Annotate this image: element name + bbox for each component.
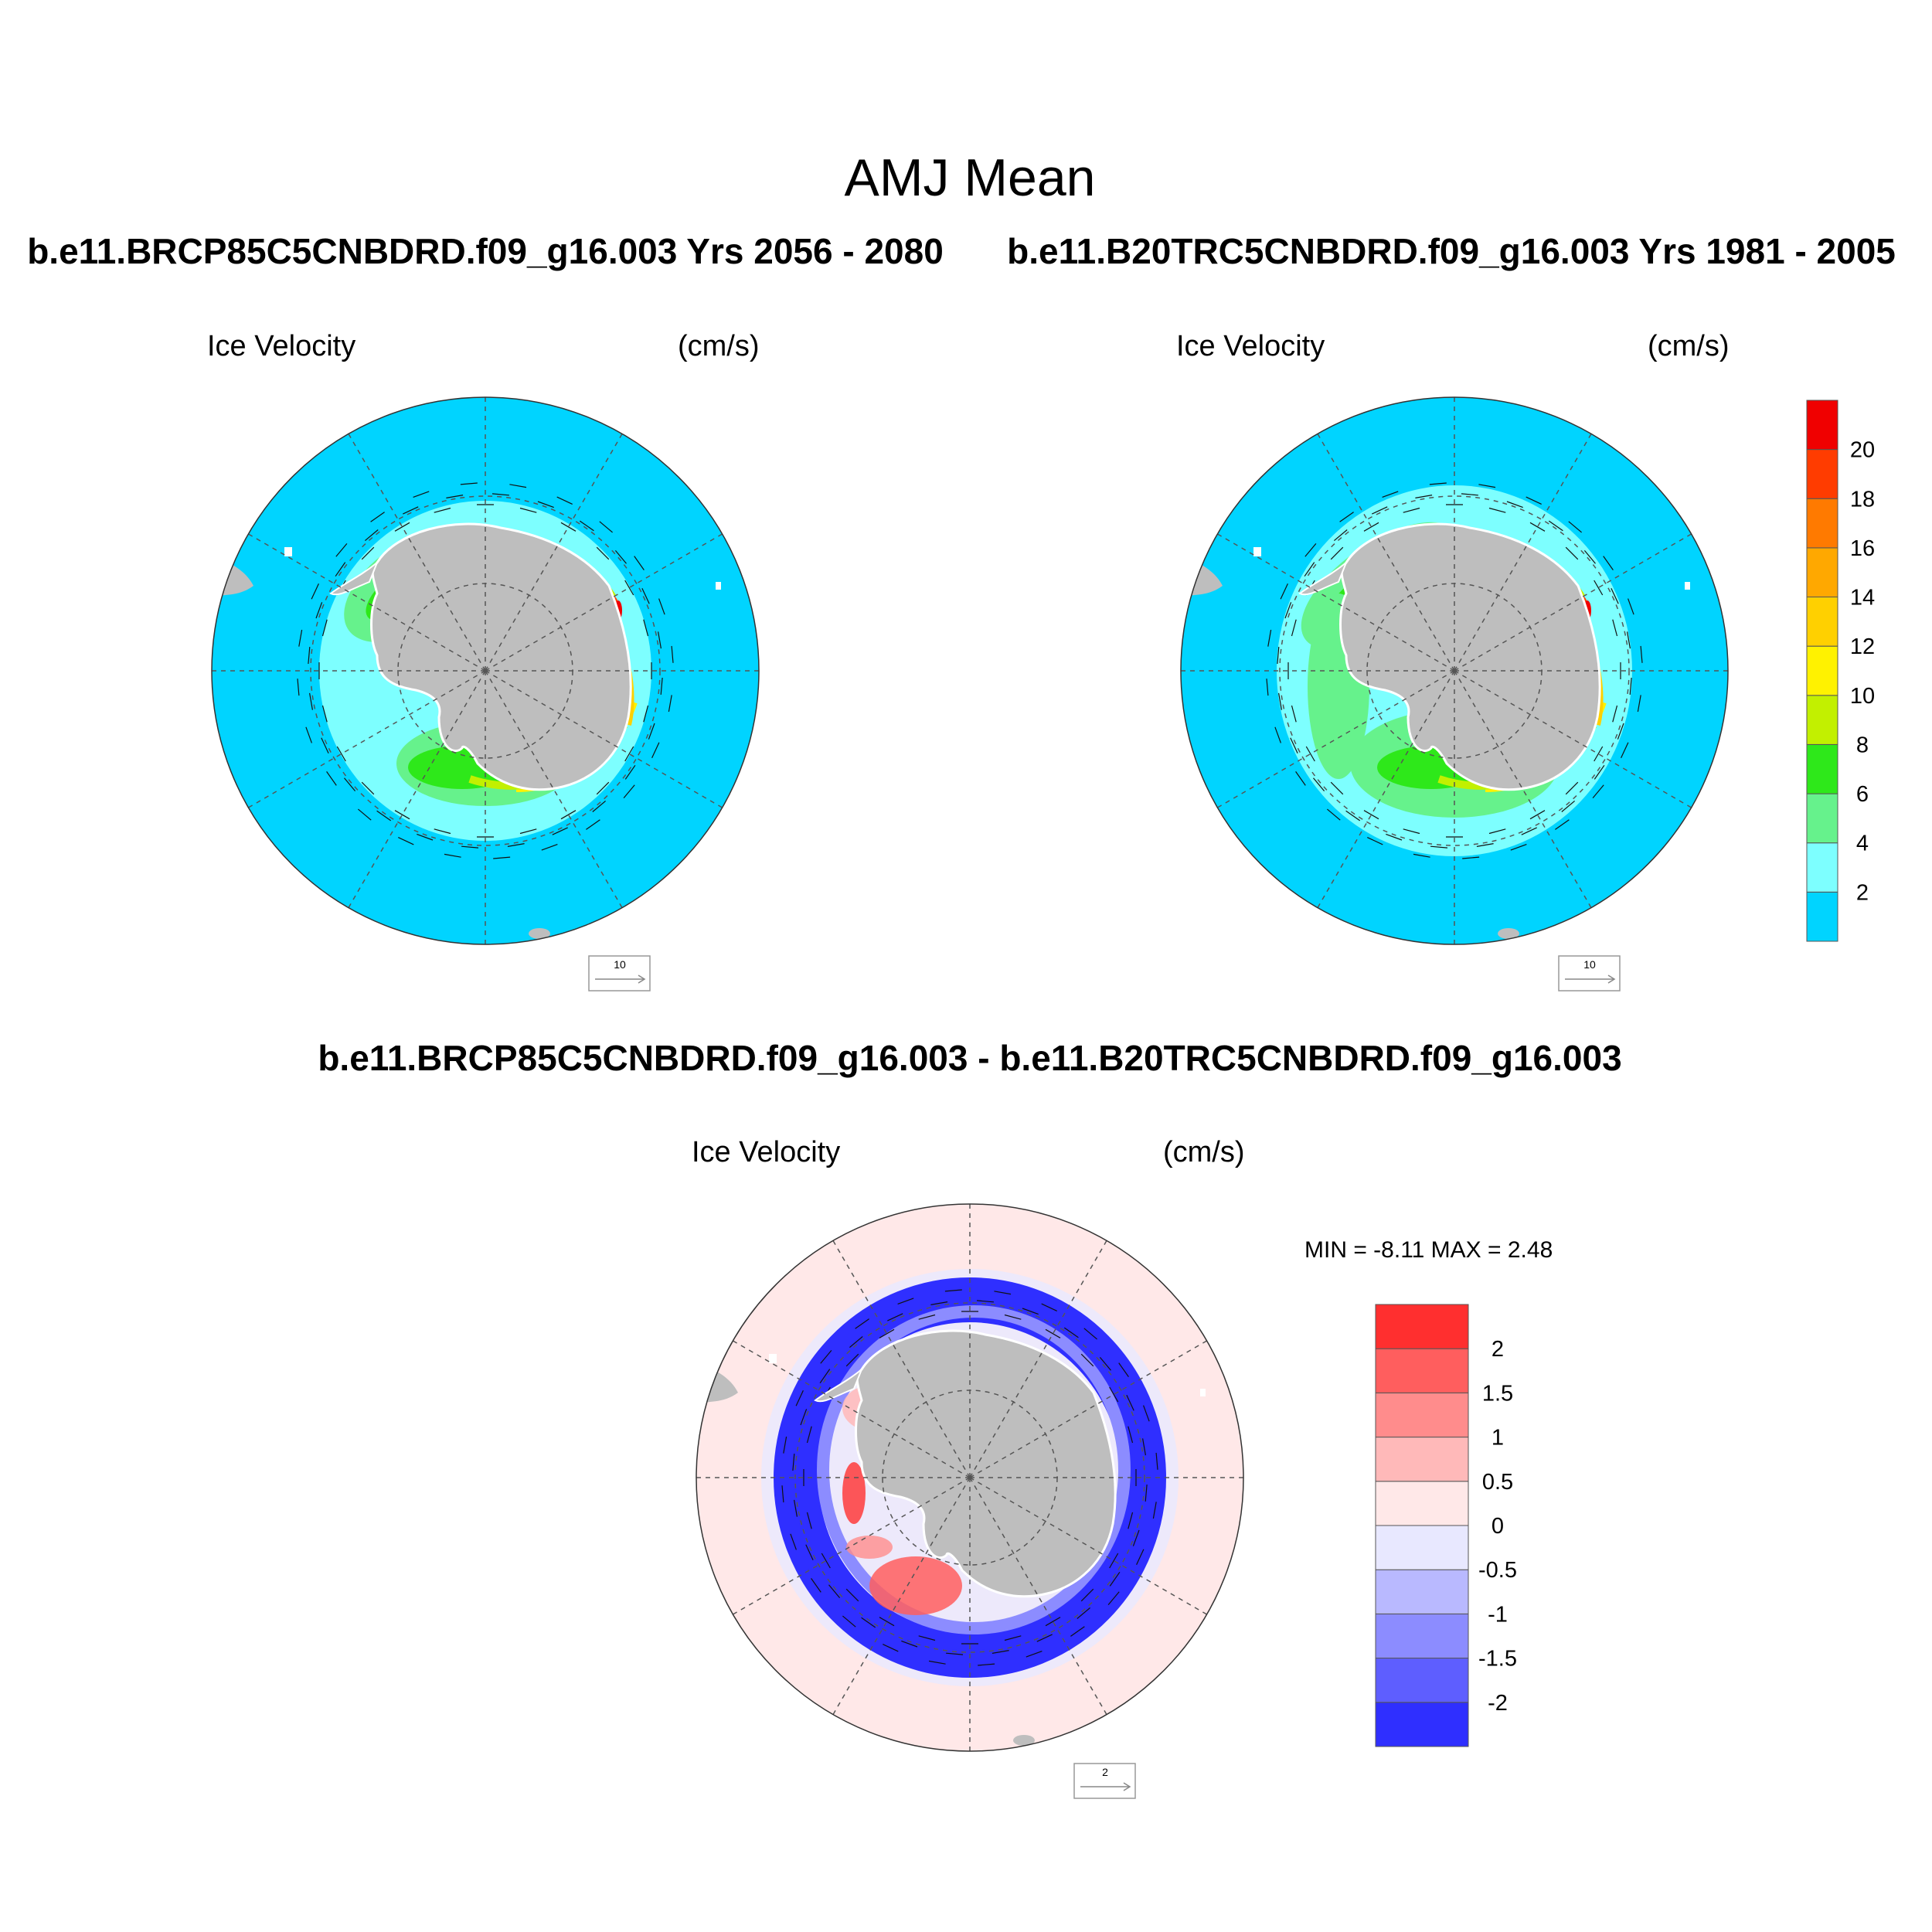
panel-future: Ice Velocity (cm/s) 10 (207, 330, 760, 992)
colorbar-swatch (1806, 498, 1838, 549)
colorbar-swatch (1806, 744, 1838, 794)
southern-landmass-tip (529, 928, 550, 939)
velocity-vectors (781, 1289, 1158, 1666)
panel-historical-map (1180, 396, 1729, 945)
map-boundary (1180, 396, 1729, 945)
colorbar-swatch (1375, 1304, 1469, 1349)
panel-difference-map (696, 1203, 1244, 1752)
island (284, 547, 292, 556)
panel-historical-variable: Ice Velocity (1176, 330, 1325, 362)
colorbar-swatch (1806, 597, 1838, 647)
panel-historical-ref-vector: 10 (1558, 955, 1621, 992)
colorbar-tick-label: 2 (1856, 880, 1869, 905)
colorbar-swatch (1375, 1525, 1469, 1570)
difference-heading: b.e11.BRCP85C5CNBDRD.f09_g16.003 - b.e11… (318, 1038, 1621, 1078)
colorbar-swatch (1375, 1392, 1469, 1438)
colorbar-tick-label: -1.5 (1478, 1647, 1517, 1672)
colorbar-swatch (1806, 891, 1838, 942)
colorbar-tick-label: 10 (1850, 684, 1875, 709)
velocity-colorbar: 2 4 6 8 10 12 14 16 18 20 (1806, 400, 1875, 942)
southern-landmass-tip (1498, 928, 1519, 939)
panel-b-heading: b.e11.B20TRC5CNBDRD.f09_g16.003 Yrs 1981… (1007, 231, 1896, 271)
colorbar-swatch (1806, 547, 1838, 598)
panel-a-heading: b.e11.BRCP85C5CNBDRD.f09_g16.003 Yrs 205… (27, 231, 944, 271)
colorbar-tick-label: 0 (1492, 1514, 1504, 1539)
colorbar-tick-label: 2 (1492, 1337, 1504, 1362)
island (769, 1354, 777, 1363)
figure-title: AMJ Mean (845, 148, 1096, 207)
colorbar-tick-label: 12 (1850, 634, 1875, 659)
map-graticule (212, 397, 759, 944)
colorbar-swatch (1375, 1613, 1469, 1659)
colorbar-swatch (1806, 842, 1838, 893)
map-boundary (696, 1203, 1244, 1752)
colorbar-swatch (1375, 1437, 1469, 1482)
panel-future-ref-vector: 10 (588, 955, 651, 992)
difference-min-max: MIN = -8.11 MAX = 2.48 (1304, 1237, 1553, 1263)
panel-historical-units: (cm/s) (1648, 330, 1730, 362)
island (1253, 547, 1261, 556)
velocity-vectors (297, 482, 674, 859)
island (1685, 582, 1690, 590)
colorbar-swatch (1806, 695, 1838, 745)
colorbar-tick-label: 1.5 (1482, 1381, 1513, 1406)
colorbar-swatch (1375, 1569, 1469, 1614)
colorbar-swatch (1375, 1348, 1469, 1393)
panel-future-variable: Ice Velocity (207, 330, 355, 362)
colorbar-tick-label: -0.5 (1478, 1558, 1517, 1583)
colorbar-tick-label: 8 (1856, 733, 1869, 758)
colorbar-swatch (1806, 645, 1838, 696)
colorbar-swatch (1806, 449, 1838, 499)
panel-future-map (211, 396, 760, 945)
map-graticule (696, 1204, 1243, 1751)
velocity-vectors (1266, 482, 1643, 859)
colorbar-tick-label: 1 (1492, 1426, 1504, 1451)
island (716, 582, 721, 590)
colorbar-tick-label: 4 (1856, 832, 1869, 856)
panel-difference: Ice Velocity (cm/s) MIN = -8.11 MAX = 2.… (692, 1136, 1553, 1799)
colorbar-swatch (1806, 793, 1838, 844)
panel-difference-ref-vector: 2 (1073, 1763, 1136, 1799)
map-boundary (211, 396, 760, 945)
colorbar-swatch (1806, 400, 1838, 451)
colorbar-tick-label: -1 (1488, 1602, 1508, 1627)
colorbar-swatch (1375, 1481, 1469, 1526)
map-graticule (1181, 397, 1728, 944)
svg-text:10: 10 (614, 958, 626, 971)
colorbar-tick-label: -2 (1488, 1691, 1508, 1716)
colorbar-swatch (1375, 1658, 1469, 1703)
colorbar-swatch (1375, 1702, 1469, 1747)
difference-colorbar: -2 -1.5 -1 -0.5 0 0.5 1 1.5 2 (1375, 1304, 1517, 1747)
panel-future-units: (cm/s) (678, 330, 760, 362)
svg-text:10: 10 (1583, 958, 1596, 971)
colorbar-tick-label: 16 (1850, 536, 1875, 561)
panel-historical: Ice Velocity (cm/s) 10 (1176, 330, 1730, 992)
panel-difference-variable: Ice Velocity (692, 1136, 840, 1168)
colorbar-tick-label: 6 (1856, 782, 1869, 807)
colorbar-tick-label: 0.5 (1482, 1470, 1513, 1495)
colorbar-tick-label: 20 (1850, 438, 1875, 463)
panel-difference-units: (cm/s) (1163, 1136, 1245, 1168)
svg-text:2: 2 (1102, 1766, 1108, 1778)
island (1200, 1389, 1206, 1396)
southern-landmass-tip (1013, 1735, 1035, 1746)
colorbar-tick-label: 18 (1850, 487, 1875, 512)
colorbar-tick-label: 14 (1850, 586, 1875, 611)
